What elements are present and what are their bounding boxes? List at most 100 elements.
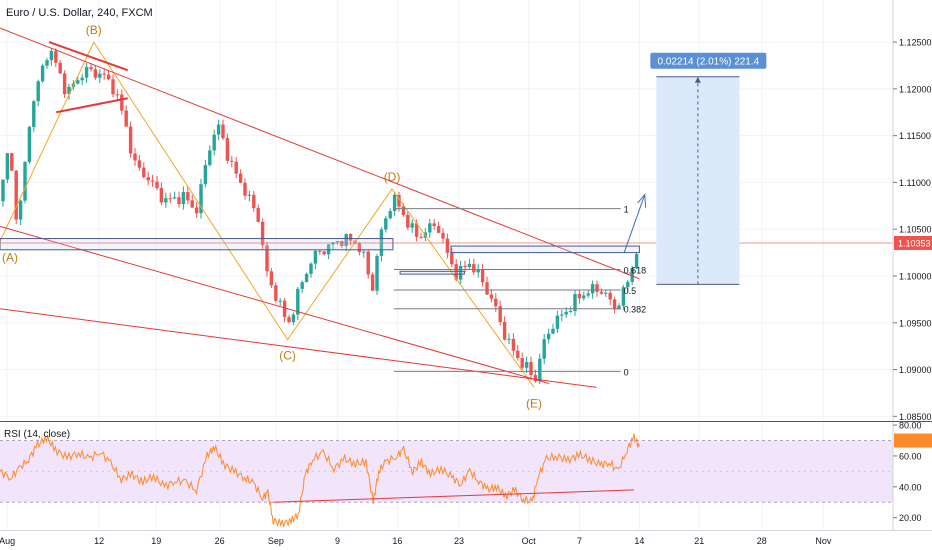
time-tick-label: Aug xyxy=(0,536,15,546)
candle-down xyxy=(186,192,190,201)
candle-down xyxy=(577,294,582,299)
candle-up xyxy=(617,305,621,310)
candle-down xyxy=(498,306,502,322)
candle-down xyxy=(89,67,93,70)
candle-up xyxy=(564,311,568,315)
candle-down xyxy=(432,223,436,227)
candle-down xyxy=(256,208,260,222)
candle-down xyxy=(397,194,401,207)
candle-down xyxy=(115,94,120,96)
candle-up xyxy=(212,134,216,151)
candle-down xyxy=(533,375,538,382)
price-tick-label: 1.12500 xyxy=(899,38,932,48)
candle-down xyxy=(357,243,362,253)
candle-down xyxy=(445,238,450,253)
candle-up xyxy=(23,162,27,201)
triangle-lower-line xyxy=(56,97,128,114)
candle-up xyxy=(392,194,397,212)
resistance-zone-d xyxy=(450,245,640,254)
candle-down xyxy=(608,292,612,300)
candle-up xyxy=(507,338,511,340)
candle-down xyxy=(234,161,238,174)
candle-down xyxy=(142,167,146,178)
wave-path xyxy=(0,41,535,388)
candle-up xyxy=(551,328,555,334)
rsi-tick-label: 60.00 xyxy=(899,451,922,461)
fib-label: 0 xyxy=(624,367,629,377)
time-tick-label: 12 xyxy=(94,536,104,546)
candle-down xyxy=(472,264,476,273)
rsi-value-tag xyxy=(894,433,932,448)
candle-down xyxy=(269,271,274,286)
current-price-label: 1.10353 xyxy=(898,238,931,248)
fib-label: 0.618 xyxy=(624,265,647,275)
candle-down xyxy=(150,180,155,182)
candle-down xyxy=(265,245,269,272)
candle-down xyxy=(168,198,172,200)
lower-channel-line xyxy=(0,308,597,388)
candle-up xyxy=(362,251,366,253)
wave-label: (C) xyxy=(279,349,296,363)
candle-down xyxy=(318,250,322,252)
candle-down xyxy=(120,94,124,111)
candle-up xyxy=(45,60,49,66)
projection-label-bg xyxy=(650,52,767,69)
time-tick-label: 7 xyxy=(577,536,582,546)
candle-down xyxy=(133,153,137,161)
candle-up xyxy=(203,165,208,185)
price-tick-label: 1.10000 xyxy=(899,271,932,281)
rsi-title: RSI (14, close) xyxy=(4,429,71,440)
candle-up xyxy=(49,50,54,61)
symbol-title: Euro / U.S. Dollar, 240, FXCM xyxy=(6,7,153,19)
zone-mid xyxy=(399,270,465,275)
rsi-trendline xyxy=(273,489,635,503)
price-tick-label: 1.09000 xyxy=(899,365,932,375)
time-tick-label: 28 xyxy=(757,536,767,546)
candle-down xyxy=(58,62,62,74)
candle-up xyxy=(216,124,221,135)
candle-down xyxy=(511,338,516,351)
candle-down xyxy=(414,223,419,237)
candle-up xyxy=(76,80,80,84)
candle-up xyxy=(296,288,300,315)
candle-down xyxy=(441,232,445,239)
candle-up xyxy=(630,267,634,282)
candle-down xyxy=(10,153,14,171)
candle-up xyxy=(476,269,480,273)
candle-down xyxy=(450,252,454,265)
candle-up xyxy=(27,127,32,163)
price-tick-label: 1.09500 xyxy=(899,318,932,328)
projection-label: 0.02214 (2.01%) 221.4 xyxy=(657,57,759,68)
candle-down xyxy=(225,138,230,161)
candle-up xyxy=(300,282,304,289)
time-tick-label: 23 xyxy=(454,536,464,546)
triangle-upper-line xyxy=(48,41,129,72)
candle-up xyxy=(542,339,546,359)
candle-down xyxy=(480,269,485,283)
candle-down xyxy=(406,214,410,228)
candle-down xyxy=(146,177,150,181)
price-tick-label: 1.11000 xyxy=(899,178,931,188)
candle-down xyxy=(463,265,467,268)
candle-up xyxy=(560,314,564,316)
breakout-arrow xyxy=(623,194,646,253)
candle-up xyxy=(164,198,168,203)
candle-up xyxy=(36,81,40,102)
candle-down xyxy=(155,181,159,189)
candle-down xyxy=(221,124,225,139)
candle-down xyxy=(520,357,524,368)
candle-up xyxy=(304,273,309,283)
candle-up xyxy=(40,65,45,82)
candle-down xyxy=(238,173,243,183)
candle-up xyxy=(555,315,560,329)
candle-down xyxy=(612,299,617,310)
candle-up xyxy=(335,241,340,243)
candle-up xyxy=(1,179,5,202)
candle-down xyxy=(137,160,142,168)
candle-up xyxy=(208,150,212,166)
candle-down xyxy=(102,73,106,75)
candle-down xyxy=(502,321,507,340)
